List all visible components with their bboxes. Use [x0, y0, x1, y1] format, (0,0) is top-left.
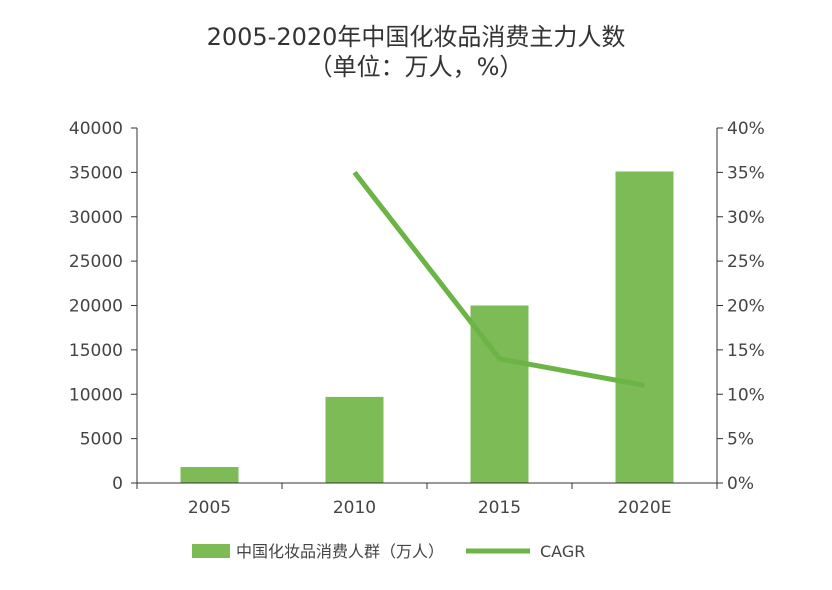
right-tick-label: 5% — [727, 430, 754, 450]
bars-layer — [180, 171, 674, 483]
right-tick-label: 0% — [727, 474, 754, 494]
axes-layer: 0 5000 10000 15000 20000 25000 30000 35000 40000… — [69, 119, 765, 518]
left-tick-label: 10000 — [69, 385, 123, 405]
left-tick-label: 5000 — [80, 430, 123, 450]
cagr-line — [352, 170, 645, 388]
chart-title: 2005-2020年中国化妆品消费主力人数 — [207, 23, 626, 51]
legend: 中国化妆品消费人群（万人） CAGR — [192, 542, 585, 561]
chart-subtitle: （单位：万人，%） — [309, 53, 524, 81]
x-tick-label: 2005 — [188, 498, 231, 518]
legend-bar-label: 中国化妆品消费人群（万人） — [236, 542, 444, 561]
line-layer — [352, 170, 645, 388]
right-tick-label: 15% — [727, 341, 765, 361]
x-tick-label: 2015 — [478, 498, 521, 518]
legend-bar-swatch — [192, 544, 230, 558]
bar-2020E — [615, 171, 674, 483]
right-tick-label: 20% — [727, 297, 765, 317]
right-tick-label: 30% — [727, 208, 765, 228]
bar-2005 — [180, 467, 239, 483]
legend-line-label: CAGR — [540, 542, 585, 561]
right-tick-label: 10% — [727, 385, 765, 405]
left-tick-label: 15000 — [69, 341, 123, 361]
right-tick-label: 35% — [727, 163, 765, 183]
x-tick-label: 2020E — [617, 498, 671, 518]
left-tick-label: 25000 — [69, 252, 123, 272]
left-tick-label: 40000 — [69, 119, 123, 139]
left-tick-label: 30000 — [69, 208, 123, 228]
left-tick-label: 35000 — [69, 163, 123, 183]
x-tick-label: 2010 — [333, 498, 376, 518]
right-tick-label: 25% — [727, 252, 765, 272]
left-tick-label: 20000 — [69, 297, 123, 317]
bar-2010 — [325, 396, 384, 483]
left-tick-label: 0 — [112, 474, 123, 494]
right-tick-label: 40% — [727, 119, 765, 139]
